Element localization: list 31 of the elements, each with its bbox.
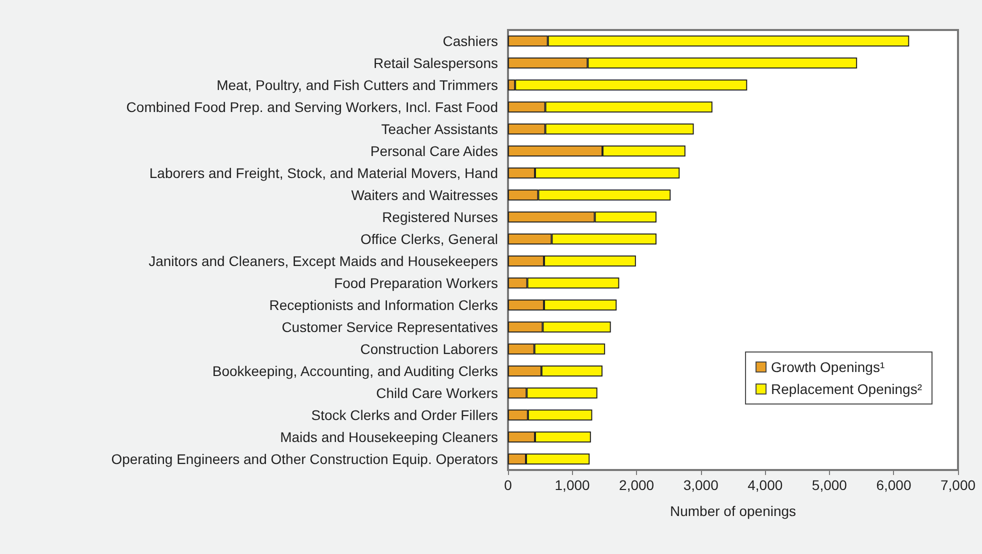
y-tick-label: Combined Food Prep. and Serving Workers, Incl. Fast Food bbox=[126, 99, 498, 115]
y-tick-label: Meat, Poultry, and Fish Cutters and Trimmers bbox=[216, 77, 498, 93]
x-axis-title: Number of openings bbox=[670, 503, 796, 519]
y-tick-label: Waiters and Waitresses bbox=[351, 187, 498, 203]
y-tick-label: Child Care Workers bbox=[376, 385, 498, 401]
y-tick-label: Personal Care Aides bbox=[370, 143, 498, 159]
y-tick-label: Receptionists and Information Clerks bbox=[269, 297, 498, 313]
x-tick-label: 6,000 bbox=[876, 477, 912, 493]
legend-label: Replacement Openings² bbox=[771, 381, 922, 397]
y-tick-label: Operating Engineers and Other Construction Equip. Operators bbox=[111, 451, 498, 467]
x-tick-label: 0 bbox=[504, 477, 512, 493]
legend-label: Growth Openings¹ bbox=[771, 359, 885, 375]
x-tick-label: 3,000 bbox=[683, 477, 719, 493]
y-tick-label: Food Preparation Workers bbox=[334, 275, 498, 291]
y-tick-label: Janitors and Cleaners, Except Maids and Housekeepers bbox=[148, 253, 498, 269]
y-tick-label: Teacher Assistants bbox=[381, 121, 498, 137]
y-tick-label: Laborers and Freight, Stock, and Material Movers, Hand bbox=[149, 165, 498, 181]
x-tick-label: 5,000 bbox=[812, 477, 848, 493]
y-tick-label: Bookkeeping, Accounting, and Auditing Clerks bbox=[212, 363, 498, 379]
y-tick-label: Stock Clerks and Order Fillers bbox=[311, 407, 498, 423]
y-tick-label: Construction Laborers bbox=[360, 341, 498, 357]
x-tick-label: 4,000 bbox=[748, 477, 783, 493]
x-tick-label: 2,000 bbox=[619, 477, 654, 493]
y-tick-label: Cashiers bbox=[442, 33, 498, 49]
y-tick-label: Maids and Housekeeping Cleaners bbox=[280, 429, 498, 445]
y-tick-label: Customer Service Representatives bbox=[282, 319, 498, 335]
y-tick-label: Office Clerks, General bbox=[360, 231, 498, 247]
y-tick-label: Registered Nurses bbox=[382, 209, 498, 225]
x-tick-label: 7,000 bbox=[940, 477, 976, 493]
x-tick-label: 1,000 bbox=[554, 477, 590, 493]
y-tick-label: Retail Salespersons bbox=[373, 55, 498, 71]
